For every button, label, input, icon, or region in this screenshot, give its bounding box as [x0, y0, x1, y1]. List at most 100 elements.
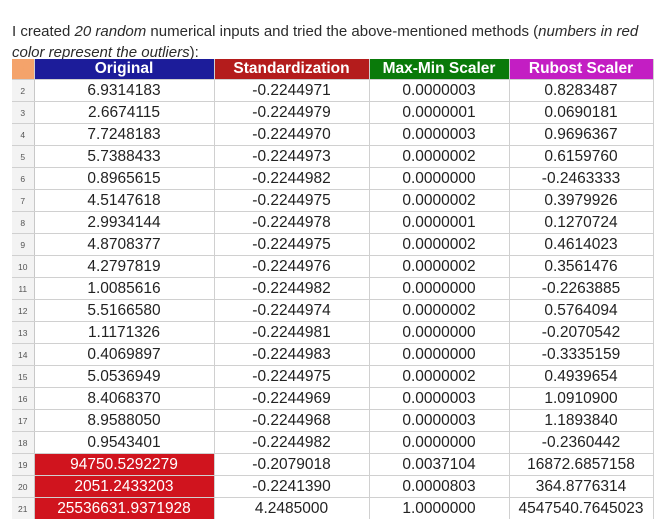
- cell-standardization: -0.2244983: [214, 343, 370, 366]
- cell-original: 1.1171326: [34, 321, 215, 344]
- row-number-cell: 18: [12, 431, 35, 454]
- row-number-cell: 20: [12, 475, 35, 498]
- cell-max-min-scaler: 0.0000002: [369, 145, 510, 168]
- row-number-cell: 16: [12, 387, 35, 410]
- cell-robust-scaler: 0.8283487: [509, 79, 654, 102]
- cell-original: 1.0085616: [34, 277, 215, 300]
- row-number-cell: 17: [12, 409, 35, 432]
- row-number-cell: 11: [12, 277, 35, 300]
- cell-robust-scaler: 0.6159760: [509, 145, 654, 168]
- cell-standardization: -0.2244982: [214, 431, 370, 454]
- row-number-cell: 4: [12, 123, 35, 146]
- cell-original: 0.4069897: [34, 343, 215, 366]
- row-number-cell: 2: [12, 79, 35, 102]
- cell-original: 5.7388433: [34, 145, 215, 168]
- cell-original: 0.9543401: [34, 431, 215, 454]
- cell-max-min-scaler: 0.0000000: [369, 167, 510, 190]
- intro-paragraph: I created 20 random numerical inputs and…: [12, 21, 652, 63]
- cell-robust-scaler: 4547540.7645023: [509, 497, 654, 519]
- table-row: 10 4.2797819 -0.2244976 0.0000002 0.3561476: [12, 255, 654, 278]
- cell-original: 7.7248183: [34, 123, 215, 146]
- cell-max-min-scaler: 0.0000002: [369, 233, 510, 256]
- cell-max-min-scaler: 0.0000003: [369, 409, 510, 432]
- results-table: 1 Original Standardization Max-Min Scale…: [12, 59, 654, 519]
- table-row: 20 2051.2433203 -0.2241390 0.0000803 364.877…: [12, 475, 654, 498]
- cell-robust-scaler: 0.3979926: [509, 189, 654, 212]
- cell-standardization: -0.2244975: [214, 365, 370, 388]
- table-row: 11 1.0085616 -0.2244982 0.0000000 -0.2263885: [12, 277, 654, 300]
- cell-original: 8.4068370: [34, 387, 215, 410]
- spreadsheet-image: 1 Original Standardization Max-Min Scale…: [12, 59, 654, 519]
- row-number-cell: 9: [12, 233, 35, 256]
- cell-robust-scaler: 0.0690181: [509, 101, 654, 124]
- cell-robust-scaler: -0.3335159: [509, 343, 654, 366]
- table-row: 13 1.1171326 -0.2244981 0.0000000 -0.2070542: [12, 321, 654, 344]
- cell-original: 6.9314183: [34, 79, 215, 102]
- cell-original: 0.8965615: [34, 167, 215, 190]
- column-header-standardization: Standardization: [214, 59, 370, 80]
- cell-max-min-scaler: 0.0000003: [369, 123, 510, 146]
- row-number-cell: 6: [12, 167, 35, 190]
- cell-original: 2.9934144: [34, 211, 215, 234]
- cell-original-outlier: 94750.5292279: [34, 453, 215, 476]
- cell-max-min-scaler: 1.0000000: [369, 497, 510, 519]
- cell-standardization: -0.2244976: [214, 255, 370, 278]
- table-row: 9 4.8708377 -0.2244975 0.0000002 0.4614023: [12, 233, 654, 256]
- cell-robust-scaler: 16872.6857158: [509, 453, 654, 476]
- cell-standardization: -0.2244975: [214, 233, 370, 256]
- cell-original: 2.6674115: [34, 101, 215, 124]
- table-row: 21 25536631.9371928 4.2485000 1.0000000 4547…: [12, 497, 654, 519]
- intro-emphasis-1: 20 random: [74, 23, 147, 40]
- cell-robust-scaler: -0.2463333: [509, 167, 654, 190]
- table-row: 2 6.9314183 -0.2244971 0.0000003 0.8283487: [12, 79, 654, 102]
- column-header-max-min-scaler: Max-Min Scaler: [369, 59, 510, 80]
- row-number-cell: 3: [12, 101, 35, 124]
- table-row: 4 7.7248183 -0.2244970 0.0000003 0.9696367: [12, 123, 654, 146]
- cell-robust-scaler: 0.1270724: [509, 211, 654, 234]
- cell-standardization: -0.2241390: [214, 475, 370, 498]
- cell-max-min-scaler: 0.0000002: [369, 299, 510, 322]
- row-number-cell: 15: [12, 365, 35, 388]
- cell-max-min-scaler: 0.0000001: [369, 211, 510, 234]
- row-number-cell: 5: [12, 145, 35, 168]
- cell-robust-scaler: 1.0910900: [509, 387, 654, 410]
- cell-standardization: -0.2244978: [214, 211, 370, 234]
- cell-max-min-scaler: 0.0000001: [369, 101, 510, 124]
- cell-standardization: -0.2244981: [214, 321, 370, 344]
- column-header-robust-scaler: Rubost Scaler: [509, 59, 654, 80]
- cell-original: 4.8708377: [34, 233, 215, 256]
- cell-standardization: -0.2244973: [214, 145, 370, 168]
- intro-text-1: I created: [12, 23, 75, 40]
- cell-max-min-scaler: 0.0000000: [369, 321, 510, 344]
- column-header-original: Original: [34, 59, 215, 80]
- row-number-cell: 12: [12, 299, 35, 322]
- table-row: 18 0.9543401 -0.2244982 0.0000000 -0.2360442: [12, 431, 654, 454]
- cell-max-min-scaler: 0.0000000: [369, 431, 510, 454]
- intro-emphasis-2: numbers in red color represent the outli…: [12, 23, 639, 61]
- row-number-cell: 21: [12, 497, 35, 519]
- table-row: 6 0.8965615 -0.2244982 0.0000000 -0.2463333: [12, 167, 654, 190]
- cell-robust-scaler: 0.4614023: [509, 233, 654, 256]
- cell-original: 8.9588050: [34, 409, 215, 432]
- cell-max-min-scaler: 0.0037104: [369, 453, 510, 476]
- cell-robust-scaler: 0.3561476: [509, 255, 654, 278]
- row-number-cell: 10: [12, 255, 35, 278]
- cell-standardization: -0.2244982: [214, 167, 370, 190]
- cell-max-min-scaler: 0.0000000: [369, 277, 510, 300]
- table-row: 17 8.9588050 -0.2244968 0.0000003 1.1893840: [12, 409, 654, 432]
- cell-max-min-scaler: 0.0000803: [369, 475, 510, 498]
- table-row: 3 2.6674115 -0.2244979 0.0000001 0.0690181: [12, 101, 654, 124]
- row-number-cell: 14: [12, 343, 35, 366]
- table-row: 14 0.4069897 -0.2244983 0.0000000 -0.3335159: [12, 343, 654, 366]
- row-number-header: 1: [12, 59, 35, 80]
- cell-max-min-scaler: 0.0000002: [369, 255, 510, 278]
- table-row: 12 5.5166580 -0.2244974 0.0000002 0.5764094: [12, 299, 654, 322]
- table-row: 5 5.7388433 -0.2244973 0.0000002 0.6159760: [12, 145, 654, 168]
- table-body: 2 6.9314183 -0.2244971 0.0000003 0.8283487 3 2…: [12, 79, 654, 519]
- cell-robust-scaler: -0.2070542: [509, 321, 654, 344]
- table-row: 16 8.4068370 -0.2244969 0.0000003 1.0910900: [12, 387, 654, 410]
- cell-standardization: -0.2244979: [214, 101, 370, 124]
- cell-standardization: -0.2244970: [214, 123, 370, 146]
- cell-robust-scaler: 0.9696367: [509, 123, 654, 146]
- cell-standardization: -0.2079018: [214, 453, 370, 476]
